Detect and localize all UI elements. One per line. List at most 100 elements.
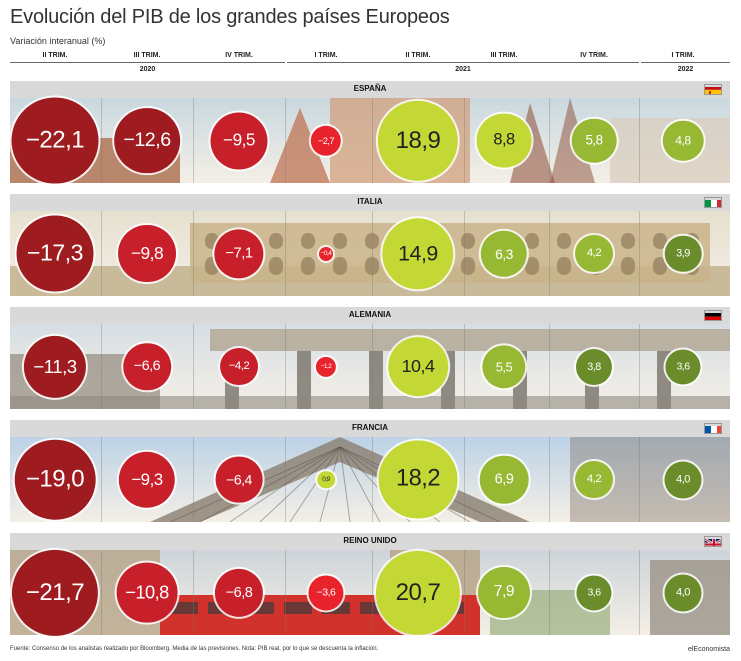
column-divider <box>193 437 194 522</box>
flag-icon <box>704 536 722 547</box>
gdp-bubble: −10,8 <box>116 562 178 623</box>
gdp-bubble: −0,4 <box>319 246 333 261</box>
column-divider <box>639 550 640 635</box>
gdp-value-label: −9,5 <box>223 130 255 150</box>
gdp-bubble: −3,6 <box>308 574 344 611</box>
column-divider <box>464 324 465 409</box>
gdp-bubble: −12,6 <box>114 107 180 174</box>
gdp-bubble: 3,6 <box>576 574 612 611</box>
gdp-value-label: −6,8 <box>225 584 253 601</box>
quarter-label: II TRIM. <box>405 52 431 59</box>
year-divider <box>10 62 285 63</box>
gdp-value-label: −12,6 <box>123 129 171 151</box>
quarter-label: II TRIM. <box>42 52 68 59</box>
quarter-label: III TRIM. <box>490 52 518 59</box>
gdp-bubble: −7,1 <box>214 228 264 279</box>
gdp-bubble: −9,5 <box>210 111 268 170</box>
gdp-bubble: −11,3 <box>23 335 87 398</box>
column-divider <box>101 324 102 409</box>
gdp-value-label: 10,4 <box>401 356 435 376</box>
gdp-bubble: 14,9 <box>382 217 454 290</box>
gdp-bubble: −21,7 <box>11 549 99 636</box>
gdp-bubble: −6,6 <box>123 342 171 391</box>
gdp-bubble: 10,4 <box>388 336 448 397</box>
gdp-bubble: −1,2 <box>315 356 337 377</box>
gdp-bubble: −2,7 <box>310 125 342 156</box>
gdp-value-label: −6,6 <box>133 358 161 375</box>
gdp-value-label: −0,4 <box>320 250 332 257</box>
column-divider <box>464 550 465 635</box>
column-divider <box>285 211 286 296</box>
gdp-value-label: 14,9 <box>398 241 438 265</box>
country-band: REINO UNIDO <box>10 533 730 550</box>
gdp-bubble: −19,0 <box>14 439 96 520</box>
column-divider <box>101 211 102 296</box>
page-subtitle: Variación interanual (%) <box>10 36 106 46</box>
gdp-value-label: −10,8 <box>125 581 169 603</box>
column-divider <box>285 98 286 183</box>
year-label: 2022 <box>677 66 694 73</box>
country-name: FRANCIA <box>352 423 388 432</box>
gdp-value-label: −6,4 <box>226 471 252 488</box>
column-divider <box>464 98 465 183</box>
gdp-value-label: 18,2 <box>395 465 441 492</box>
country-name: REINO UNIDO <box>343 536 397 545</box>
gdp-value-label: −19,0 <box>25 465 85 493</box>
gdp-value-label: 5,8 <box>585 132 603 148</box>
gdp-value-label: 3,8 <box>587 360 601 373</box>
gdp-bubble: 4,2 <box>575 460 613 499</box>
column-divider <box>464 211 465 296</box>
column-divider <box>285 324 286 409</box>
gdp-bubble: 3,8 <box>575 348 613 385</box>
country-band: FRANCIA <box>10 420 730 437</box>
gdp-bubble: 7,9 <box>478 566 530 619</box>
gdp-value-label: 4,0 <box>676 586 690 599</box>
gdp-value-label: −4,2 <box>228 360 250 373</box>
gdp-bubble: 3,6 <box>665 348 701 385</box>
column-divider <box>372 98 373 183</box>
column-divider <box>549 324 550 409</box>
gdp-bubble: −4,2 <box>220 347 258 386</box>
gdp-bubble: 20,7 <box>375 550 461 635</box>
country-name: ITALIA <box>357 197 383 206</box>
brand-label: elEconomista <box>687 646 730 653</box>
column-divider <box>193 324 194 409</box>
gdp-value-label: 3,6 <box>587 586 601 599</box>
column-divider <box>639 437 640 522</box>
country-band: ITALIA <box>10 194 730 211</box>
gdp-value-label: −22,1 <box>25 126 85 154</box>
gdp-value-label: 6,9 <box>494 471 514 488</box>
column-divider <box>464 437 465 522</box>
gdp-value-label: −3,6 <box>316 586 336 599</box>
landmark-photo <box>10 324 730 409</box>
flag-icon <box>704 84 722 95</box>
column-divider <box>639 324 640 409</box>
gdp-value-label: 4,8 <box>675 133 691 148</box>
column-divider <box>285 550 286 635</box>
gdp-value-label: 3,9 <box>676 247 690 260</box>
gdp-value-label: −9,8 <box>130 243 164 263</box>
quarter-label: IV TRIM. <box>580 52 608 59</box>
column-divider <box>193 98 194 183</box>
column-divider <box>549 211 550 296</box>
gdp-value-label: 5,5 <box>495 359 513 374</box>
gdp-value-label: 4,2 <box>586 473 602 486</box>
page-title: Evolución del PIB de los grandes países … <box>10 6 450 28</box>
column-divider <box>193 550 194 635</box>
gdp-bubble: −9,3 <box>118 451 176 508</box>
gdp-bubble: 0,9 <box>317 470 335 489</box>
gdp-value-label: −11,3 <box>33 355 77 377</box>
gdp-bubble: 18,2 <box>378 440 458 519</box>
year-label: 2020 <box>139 66 156 73</box>
gdp-bubble: −6,4 <box>215 456 263 503</box>
source-note: Fuente: Consenso de los analistas realiz… <box>10 646 379 652</box>
gdp-bubble: 4,0 <box>664 461 702 498</box>
column-divider <box>549 437 550 522</box>
gdp-bubble: −9,8 <box>118 224 176 283</box>
gdp-bubble: −17,3 <box>16 215 94 292</box>
country-band: ESPAÑA <box>10 81 730 98</box>
gdp-bubble: 5,8 <box>571 118 617 163</box>
column-divider <box>193 211 194 296</box>
gdp-bubble: 8,8 <box>476 113 532 168</box>
gdp-value-label: −21,7 <box>25 578 85 606</box>
